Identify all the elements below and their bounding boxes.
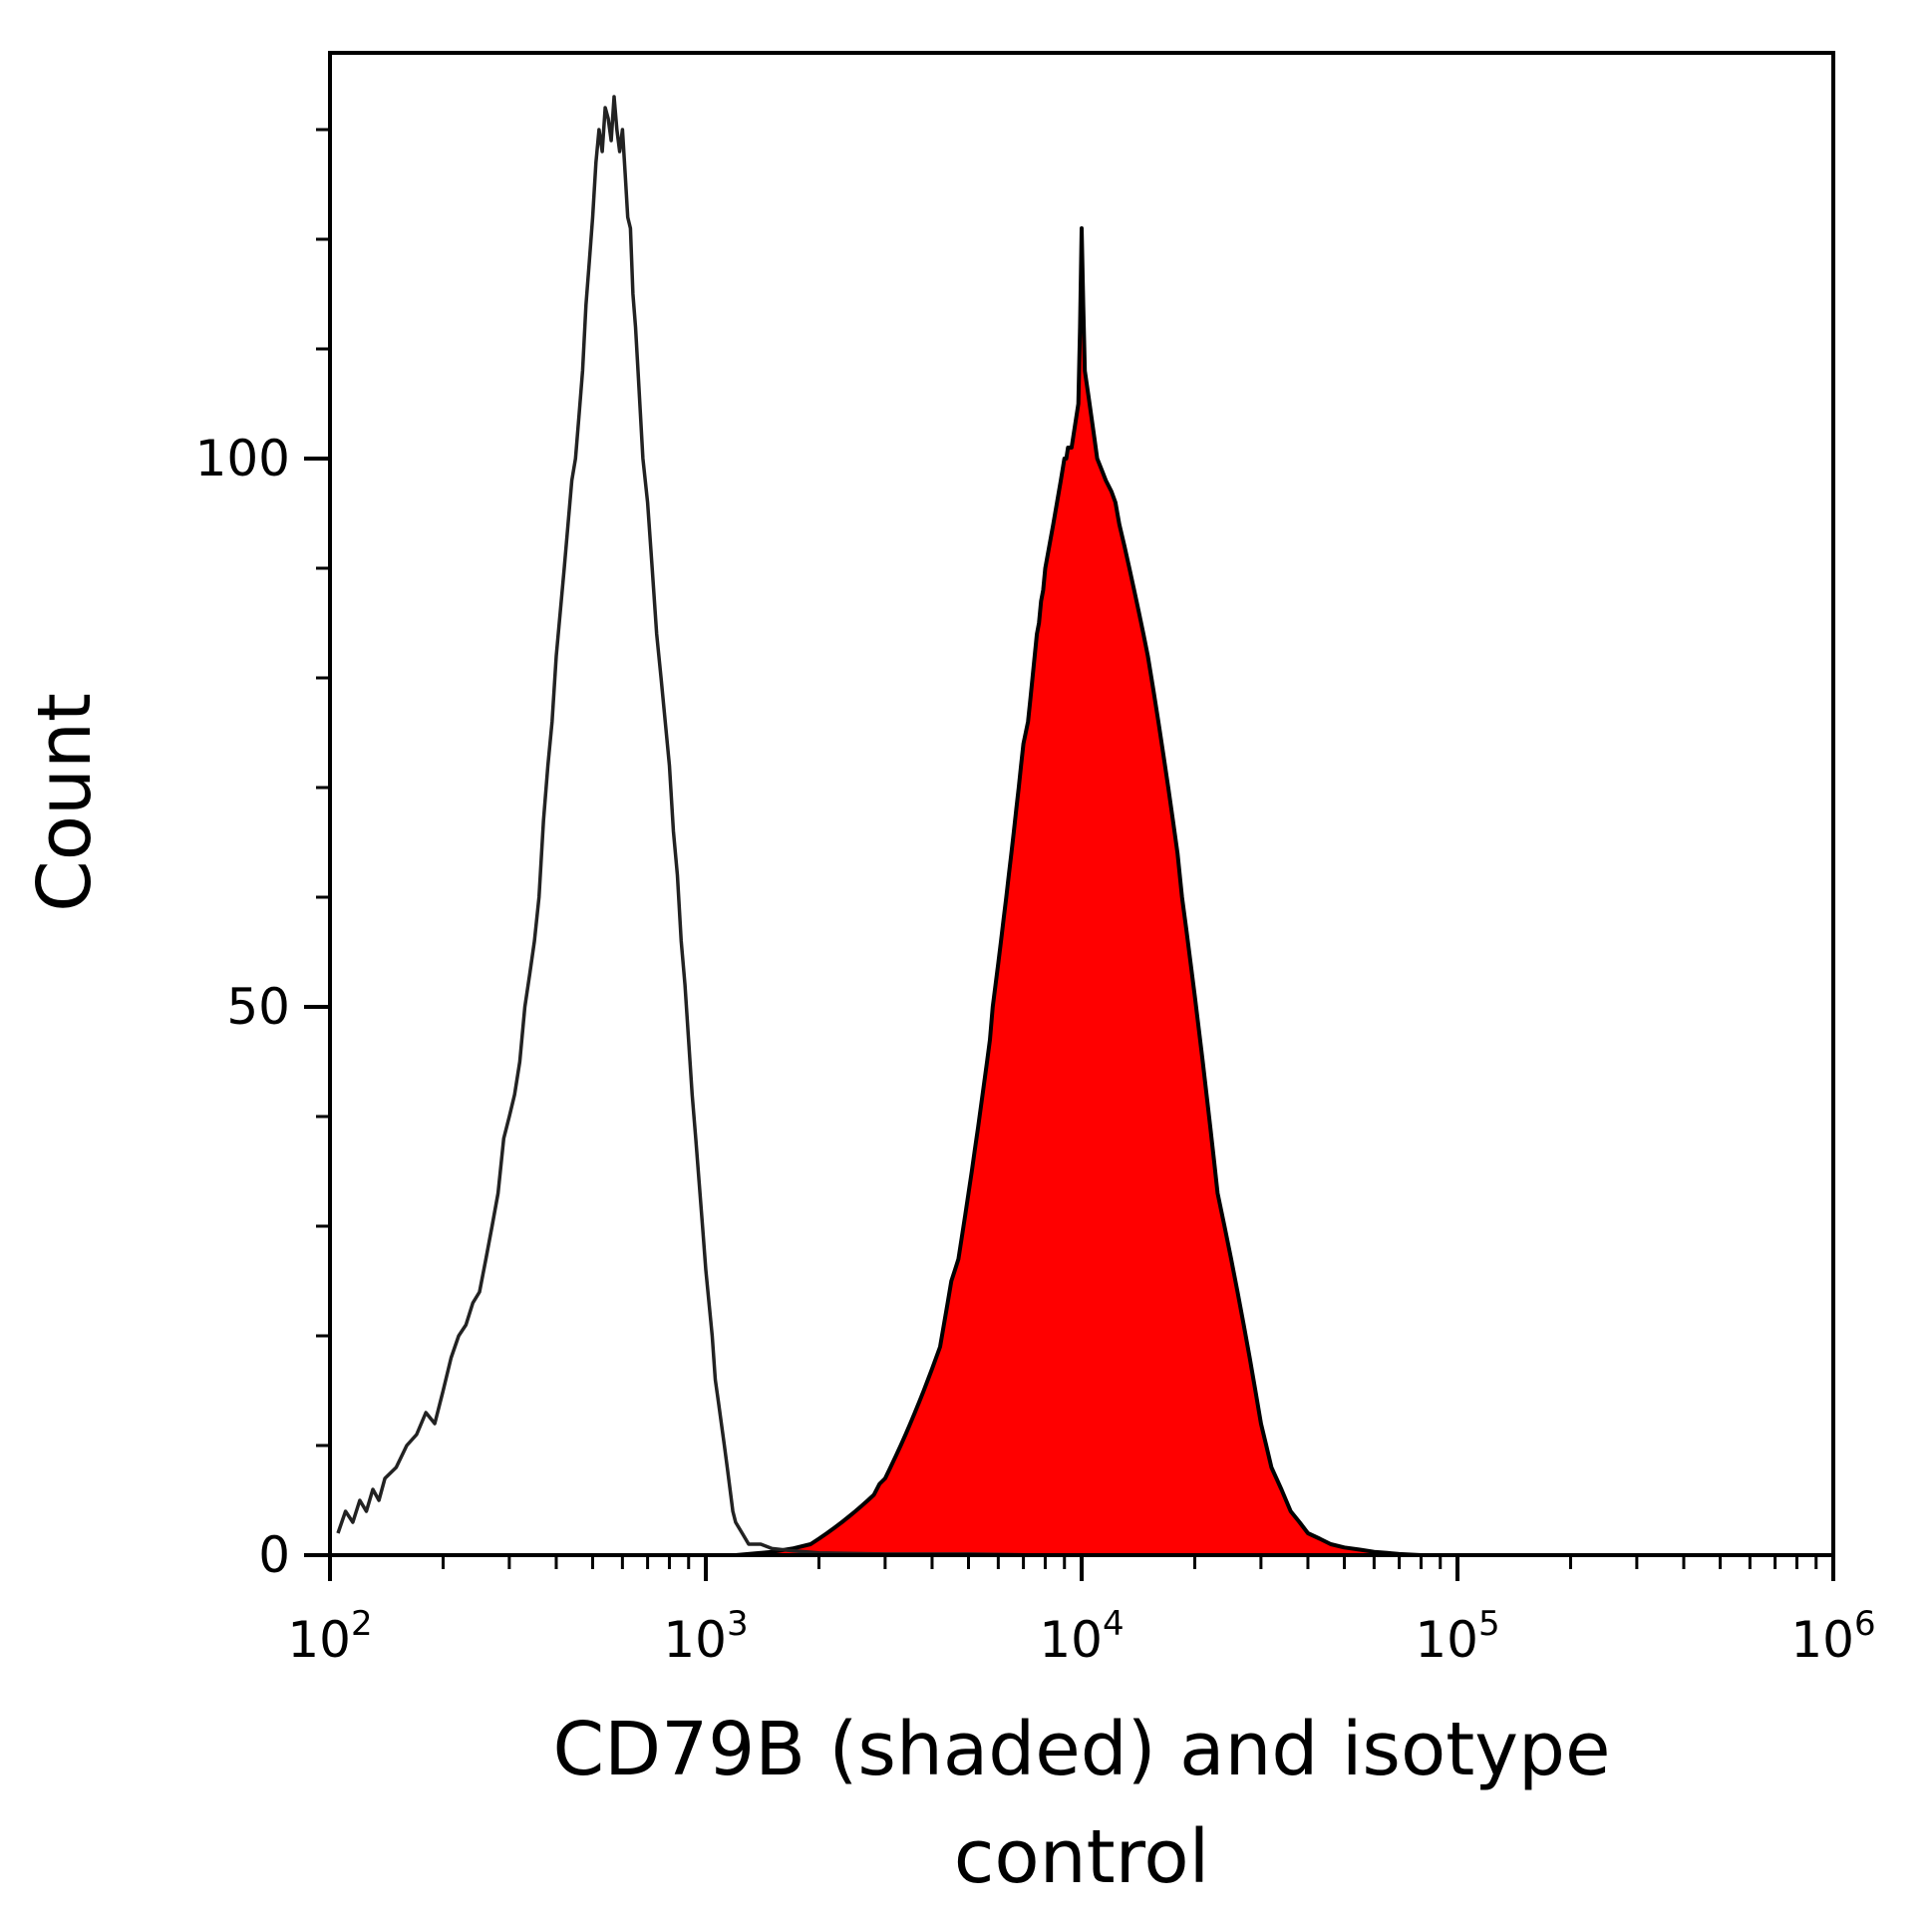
x-tick-label: 105 (1415, 1604, 1499, 1669)
y-tick-label: 0 (258, 1526, 290, 1584)
y-tick-label: 100 (195, 430, 290, 487)
x-axis-title-line2: control (954, 1814, 1210, 1900)
isotype-control-histogram (336, 95, 1195, 1557)
x-tick-label: 102 (287, 1604, 372, 1669)
x-tick-label: 103 (663, 1604, 748, 1669)
cd79b-histogram-outline (735, 226, 1422, 1557)
y-axis-ticks (304, 128, 330, 1557)
y-axis-tick-labels: 0 50 100 (195, 430, 290, 1584)
y-tick-label: 50 (226, 978, 290, 1036)
y-axis-title: Count (22, 693, 108, 912)
cd79b-filled-histogram (735, 228, 1422, 1555)
x-axis-tick-labels: 102 103 104 105 106 (287, 1604, 1875, 1669)
x-tick-label: 106 (1790, 1604, 1875, 1669)
x-axis-ticks (328, 1555, 1835, 1581)
plot-area (328, 51, 1835, 1557)
x-axis-title-line1: CD79B (shaded) and isotype (552, 1707, 1610, 1792)
x-tick-label: 104 (1039, 1604, 1124, 1669)
